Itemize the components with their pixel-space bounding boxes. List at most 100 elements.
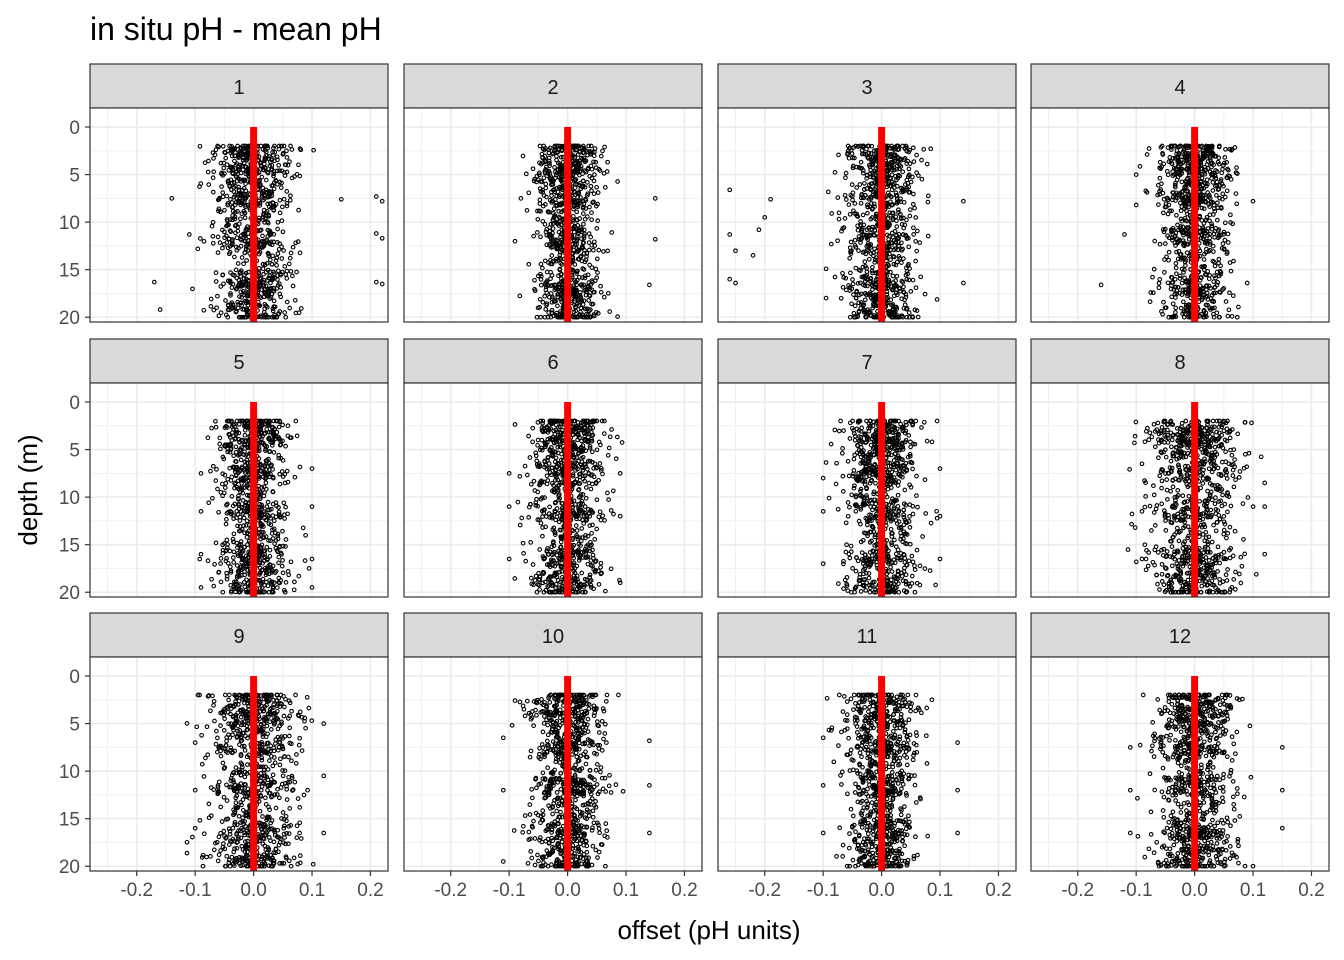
data-point [222, 207, 227, 213]
data-point [536, 170, 542, 176]
data-point [557, 255, 563, 261]
data-point [589, 265, 595, 270]
data-point [229, 180, 235, 186]
data-point [276, 246, 282, 252]
y-tick-label: 20 [59, 583, 80, 604]
data-point [585, 180, 590, 185]
data-point [258, 275, 264, 281]
data-point [225, 202, 231, 208]
data-point-outlier [157, 307, 163, 312]
data-point [215, 250, 221, 255]
data-point [542, 221, 548, 227]
data-point [543, 229, 549, 235]
y-tick-label: 20 [59, 308, 80, 329]
data-point [615, 314, 620, 319]
data-point [243, 168, 249, 174]
y-tick-label: 5 [69, 166, 80, 187]
data-point [575, 256, 581, 262]
data-point [544, 226, 550, 232]
data-point [268, 230, 273, 235]
data-point [276, 281, 282, 287]
data-point [556, 209, 562, 214]
data-point [274, 286, 280, 291]
data-point [589, 188, 594, 194]
data-point [262, 148, 268, 153]
data-point [288, 143, 293, 149]
data-point [572, 262, 578, 267]
data-point [297, 250, 303, 256]
data-point [227, 278, 233, 284]
data-point-outlier [373, 231, 379, 236]
data-point [591, 289, 596, 295]
data-point [213, 279, 219, 284]
data-point [220, 272, 226, 278]
data-point [238, 216, 243, 222]
data-point [245, 300, 251, 305]
data-point [589, 175, 595, 181]
data-point [278, 185, 284, 190]
data-point [526, 190, 532, 196]
data-point [576, 162, 582, 168]
facet-strip-label: 1 [233, 77, 244, 99]
data-point [588, 143, 594, 149]
data-point [225, 307, 231, 313]
data-point [216, 313, 222, 319]
data-point [595, 218, 601, 224]
data-point [580, 143, 586, 149]
facet-strip-label: 4 [1174, 77, 1185, 99]
data-point [267, 286, 273, 292]
data-point [217, 195, 222, 201]
data-point [601, 249, 606, 254]
data-point [221, 281, 226, 287]
data-point [572, 199, 577, 204]
data-point [602, 144, 607, 150]
data-point [261, 278, 267, 283]
data-point [582, 288, 587, 293]
data-point [216, 206, 222, 212]
data-point [578, 309, 583, 315]
data-point [581, 178, 586, 184]
data-point [581, 282, 587, 288]
data-point [263, 187, 269, 193]
data-point [293, 240, 299, 246]
data-point [219, 184, 224, 189]
data-point [592, 172, 597, 177]
data-point [553, 312, 559, 318]
data-point [596, 247, 602, 253]
data-point [572, 314, 578, 320]
data-point [584, 193, 590, 198]
data-point [198, 181, 204, 186]
data-point [572, 278, 578, 283]
data-point [208, 304, 214, 309]
data-point [197, 236, 203, 241]
data-point [264, 261, 270, 266]
data-point [595, 311, 601, 316]
data-point [523, 171, 529, 177]
data-point [240, 279, 246, 285]
data-point [284, 155, 290, 160]
data-point [238, 243, 244, 249]
data-point [544, 242, 550, 248]
data-point [589, 210, 594, 215]
data-point [543, 185, 549, 191]
data-point [290, 244, 296, 250]
data-point [257, 249, 263, 255]
data-point [211, 307, 217, 313]
data-point [210, 150, 216, 156]
y-tick-label: 0 [69, 393, 80, 414]
data-point [270, 277, 275, 283]
data-point [263, 283, 269, 289]
data-point [278, 294, 284, 300]
data-point [216, 208, 221, 214]
data-point [288, 193, 293, 199]
x-axis-title: offset (pH units) [617, 915, 800, 945]
data-point [266, 251, 272, 257]
data-point [588, 163, 594, 169]
data-point [555, 245, 561, 250]
data-point [284, 201, 290, 206]
data-point [605, 248, 610, 254]
data-point [581, 204, 586, 210]
data-point [210, 240, 216, 246]
data-point [287, 197, 293, 203]
